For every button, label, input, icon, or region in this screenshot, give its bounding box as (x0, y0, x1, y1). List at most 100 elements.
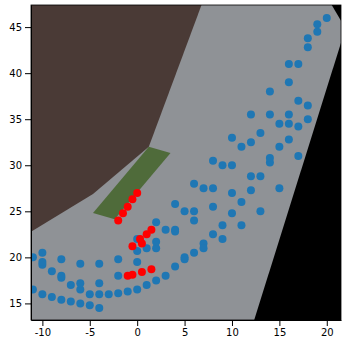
y-tick-mark (25, 303, 31, 304)
point (162, 226, 170, 234)
x-tick: -5 (85, 320, 95, 338)
point (237, 143, 245, 151)
point (304, 43, 312, 51)
point (95, 304, 103, 312)
series (114, 189, 155, 280)
point (147, 265, 155, 273)
y-tick: 35 (9, 114, 31, 125)
point (38, 290, 46, 298)
point (124, 203, 132, 211)
point (247, 138, 255, 146)
point (76, 260, 84, 268)
x-tick: 20 (321, 320, 334, 338)
y-tick: 20 (9, 252, 31, 263)
marks (31, 14, 331, 312)
y-tick-label: 40 (9, 68, 22, 79)
point (162, 272, 170, 280)
point (67, 298, 75, 306)
point (294, 97, 302, 105)
x-tick-mark (327, 320, 328, 326)
point (124, 287, 132, 295)
point (228, 209, 236, 217)
point (114, 289, 122, 297)
y-tick-label: 45 (9, 22, 22, 33)
y-tick-label: 15 (9, 298, 22, 309)
building (31, 5, 202, 232)
point (275, 120, 283, 128)
point (57, 272, 65, 280)
point (256, 129, 264, 137)
point (181, 253, 189, 261)
point (304, 101, 312, 109)
no-image-area (254, 43, 341, 320)
y-axis-line (31, 6, 32, 321)
point (143, 281, 151, 289)
point (304, 34, 312, 42)
x-tick-mark (185, 320, 186, 326)
x-tick: 0 (134, 320, 140, 338)
point (228, 189, 236, 197)
point (38, 249, 46, 257)
point (95, 290, 103, 298)
x-tick: -10 (35, 320, 51, 338)
point (95, 279, 103, 287)
point (256, 172, 264, 180)
point (247, 172, 255, 180)
point (95, 260, 103, 268)
y-tick-mark (25, 257, 31, 258)
point (200, 244, 208, 252)
point (285, 111, 293, 119)
x-tick-label: 0 (134, 327, 140, 338)
point (147, 226, 155, 234)
point (294, 152, 302, 160)
x-tick-mark (137, 320, 138, 326)
point (171, 200, 179, 208)
point (209, 184, 217, 192)
point (285, 78, 293, 86)
y-tick-label: 25 (9, 206, 22, 217)
y-tick-mark (25, 119, 31, 120)
x-tick-label: 20 (321, 327, 334, 338)
y-tick-mark (25, 27, 31, 28)
x-tick-label: -10 (35, 327, 51, 338)
point (133, 189, 141, 197)
series (31, 14, 331, 312)
point (256, 207, 264, 215)
x-axis-line (32, 320, 342, 321)
y-tick: 40 (9, 68, 31, 79)
y-tick-label: 20 (9, 252, 22, 263)
point (247, 186, 255, 194)
point (190, 180, 198, 188)
point (200, 184, 208, 192)
point (294, 123, 302, 131)
y-tick-label: 30 (9, 160, 22, 171)
y-axis: 15 20 25 30 35 40 45 (9, 6, 31, 321)
point (209, 157, 217, 165)
point (228, 161, 236, 169)
point (133, 258, 141, 266)
x-axis: -10-505101520 (32, 320, 342, 338)
point (152, 238, 160, 246)
point (313, 20, 321, 28)
point (285, 120, 293, 128)
point (138, 240, 146, 248)
point (266, 88, 274, 96)
point (152, 276, 160, 284)
point (209, 203, 217, 211)
point (86, 301, 94, 309)
y-tick-label: 35 (9, 114, 22, 125)
x-tick: 5 (182, 320, 188, 338)
point (190, 207, 198, 215)
point (181, 207, 189, 215)
point (304, 115, 312, 123)
point (138, 268, 146, 276)
point (48, 293, 56, 301)
point (67, 281, 75, 289)
x-tick-label: -5 (85, 327, 95, 338)
plot: -10-50510152015202530354045 (9, 5, 341, 338)
chart: -10-50510152015202530354045 (0, 0, 342, 345)
point (114, 255, 122, 263)
point (128, 271, 136, 279)
point (76, 299, 84, 307)
x-tick: 10 (226, 320, 239, 338)
